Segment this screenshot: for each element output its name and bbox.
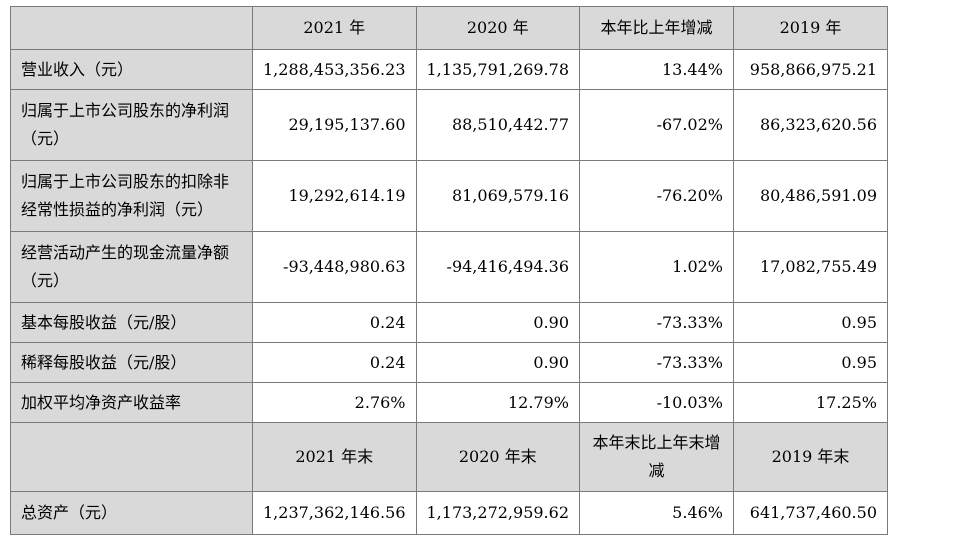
cell-change: 1.02% <box>579 231 734 303</box>
header-cell-2020-end: 2020 年末 <box>415 422 580 492</box>
header-row: 2021 年 2020 年 本年比上年增减 2019 年 <box>10 6 888 50</box>
cell-2019: 0.95 <box>733 302 888 343</box>
key-financial-indicators-table: 2021 年 2020 年 本年比上年增减 2019 年 营业收入（元） 1,2… <box>10 6 888 535</box>
header-cell-change: 本年比上年增减 <box>579 6 734 50</box>
cell-2021: 0.24 <box>252 342 417 383</box>
header-corner-cell <box>10 6 253 50</box>
header-cell-change-end: 本年末比上年末增减 <box>579 422 734 492</box>
cell-change: -76.20% <box>579 160 734 232</box>
row-label: 营业收入（元） <box>10 49 253 90</box>
table-row: 营业收入（元） 1,288,453,356.23 1,135,791,269.7… <box>10 49 888 90</box>
header-cell-2021-end: 2021 年末 <box>252 422 417 492</box>
cell-2021: 29,195,137.60 <box>252 89 417 161</box>
table-row: 归属于上市公司股东的扣除非经常性损益的净利润（元） 19,292,614.19 … <box>10 160 888 232</box>
cell-2020: 0.90 <box>415 302 580 343</box>
cell-2019: 80,486,591.09 <box>733 160 888 232</box>
cell-2019: 17.25% <box>733 382 888 423</box>
table-row: 总资产（元） 1,237,362,146.56 1,173,272,959.62… <box>10 491 888 535</box>
cell-2020: 1,173,272,959.62 <box>415 491 580 535</box>
row-label: 总资产（元） <box>10 491 253 535</box>
financial-summary: 2021 年 2020 年 本年比上年增减 2019 年 营业收入（元） 1,2… <box>10 6 888 535</box>
cell-2019: 86,323,620.56 <box>733 89 888 161</box>
header-cell-2019-end: 2019 年末 <box>733 422 888 492</box>
cell-2019: 958,866,975.21 <box>733 49 888 90</box>
cell-change: -73.33% <box>579 302 734 343</box>
row-label: 经营活动产生的现金流量净额（元） <box>10 231 253 303</box>
cell-2019: 17,082,755.49 <box>733 231 888 303</box>
cell-change: -67.02% <box>579 89 734 161</box>
row-label: 加权平均净资产收益率 <box>10 382 253 423</box>
cell-2021: 1,237,362,146.56 <box>252 491 417 535</box>
row-label: 归属于上市公司股东的净利润（元） <box>10 89 253 161</box>
cell-2021: 0.24 <box>252 302 417 343</box>
cell-2021: 19,292,614.19 <box>252 160 417 232</box>
cell-2020: 81,069,579.16 <box>415 160 580 232</box>
table-row: 加权平均净资产收益率 2.76% 12.79% -10.03% 17.25% <box>10 382 888 423</box>
cell-change: 5.46% <box>579 491 734 535</box>
table-row: 归属于上市公司股东的净利润（元） 29,195,137.60 88,510,44… <box>10 89 888 161</box>
row-label: 基本每股收益（元/股） <box>10 302 253 343</box>
cell-2020: -94,416,494.36 <box>415 231 580 303</box>
table-row: 稀释每股收益（元/股） 0.24 0.90 -73.33% 0.95 <box>10 342 888 383</box>
table-row: 基本每股收益（元/股） 0.24 0.90 -73.33% 0.95 <box>10 302 888 343</box>
cell-2021: 2.76% <box>252 382 417 423</box>
cell-2019: 0.95 <box>733 342 888 383</box>
cell-2020: 12.79% <box>415 382 580 423</box>
cell-change: -10.03% <box>579 382 734 423</box>
cell-change: 13.44% <box>579 49 734 90</box>
cell-2021: 1,288,453,356.23 <box>252 49 417 90</box>
header-cell-2020: 2020 年 <box>415 6 580 50</box>
header-cell-2019: 2019 年 <box>733 6 888 50</box>
header-cell-2021: 2021 年 <box>252 6 417 50</box>
cell-change: -73.33% <box>579 342 734 383</box>
row-label: 归属于上市公司股东的扣除非经常性损益的净利润（元） <box>10 160 253 232</box>
cell-2019: 641,737,460.50 <box>733 491 888 535</box>
cell-2020: 1,135,791,269.78 <box>415 49 580 90</box>
header-corner-cell <box>10 422 253 492</box>
cell-2020: 0.90 <box>415 342 580 383</box>
row-label: 稀释每股收益（元/股） <box>10 342 253 383</box>
cell-2021: -93,448,980.63 <box>252 231 417 303</box>
table-row: 经营活动产生的现金流量净额（元） -93,448,980.63 -94,416,… <box>10 231 888 303</box>
header-row-year-end: 2021 年末 2020 年末 本年末比上年末增减 2019 年末 <box>10 422 888 492</box>
cell-2020: 88,510,442.77 <box>415 89 580 161</box>
